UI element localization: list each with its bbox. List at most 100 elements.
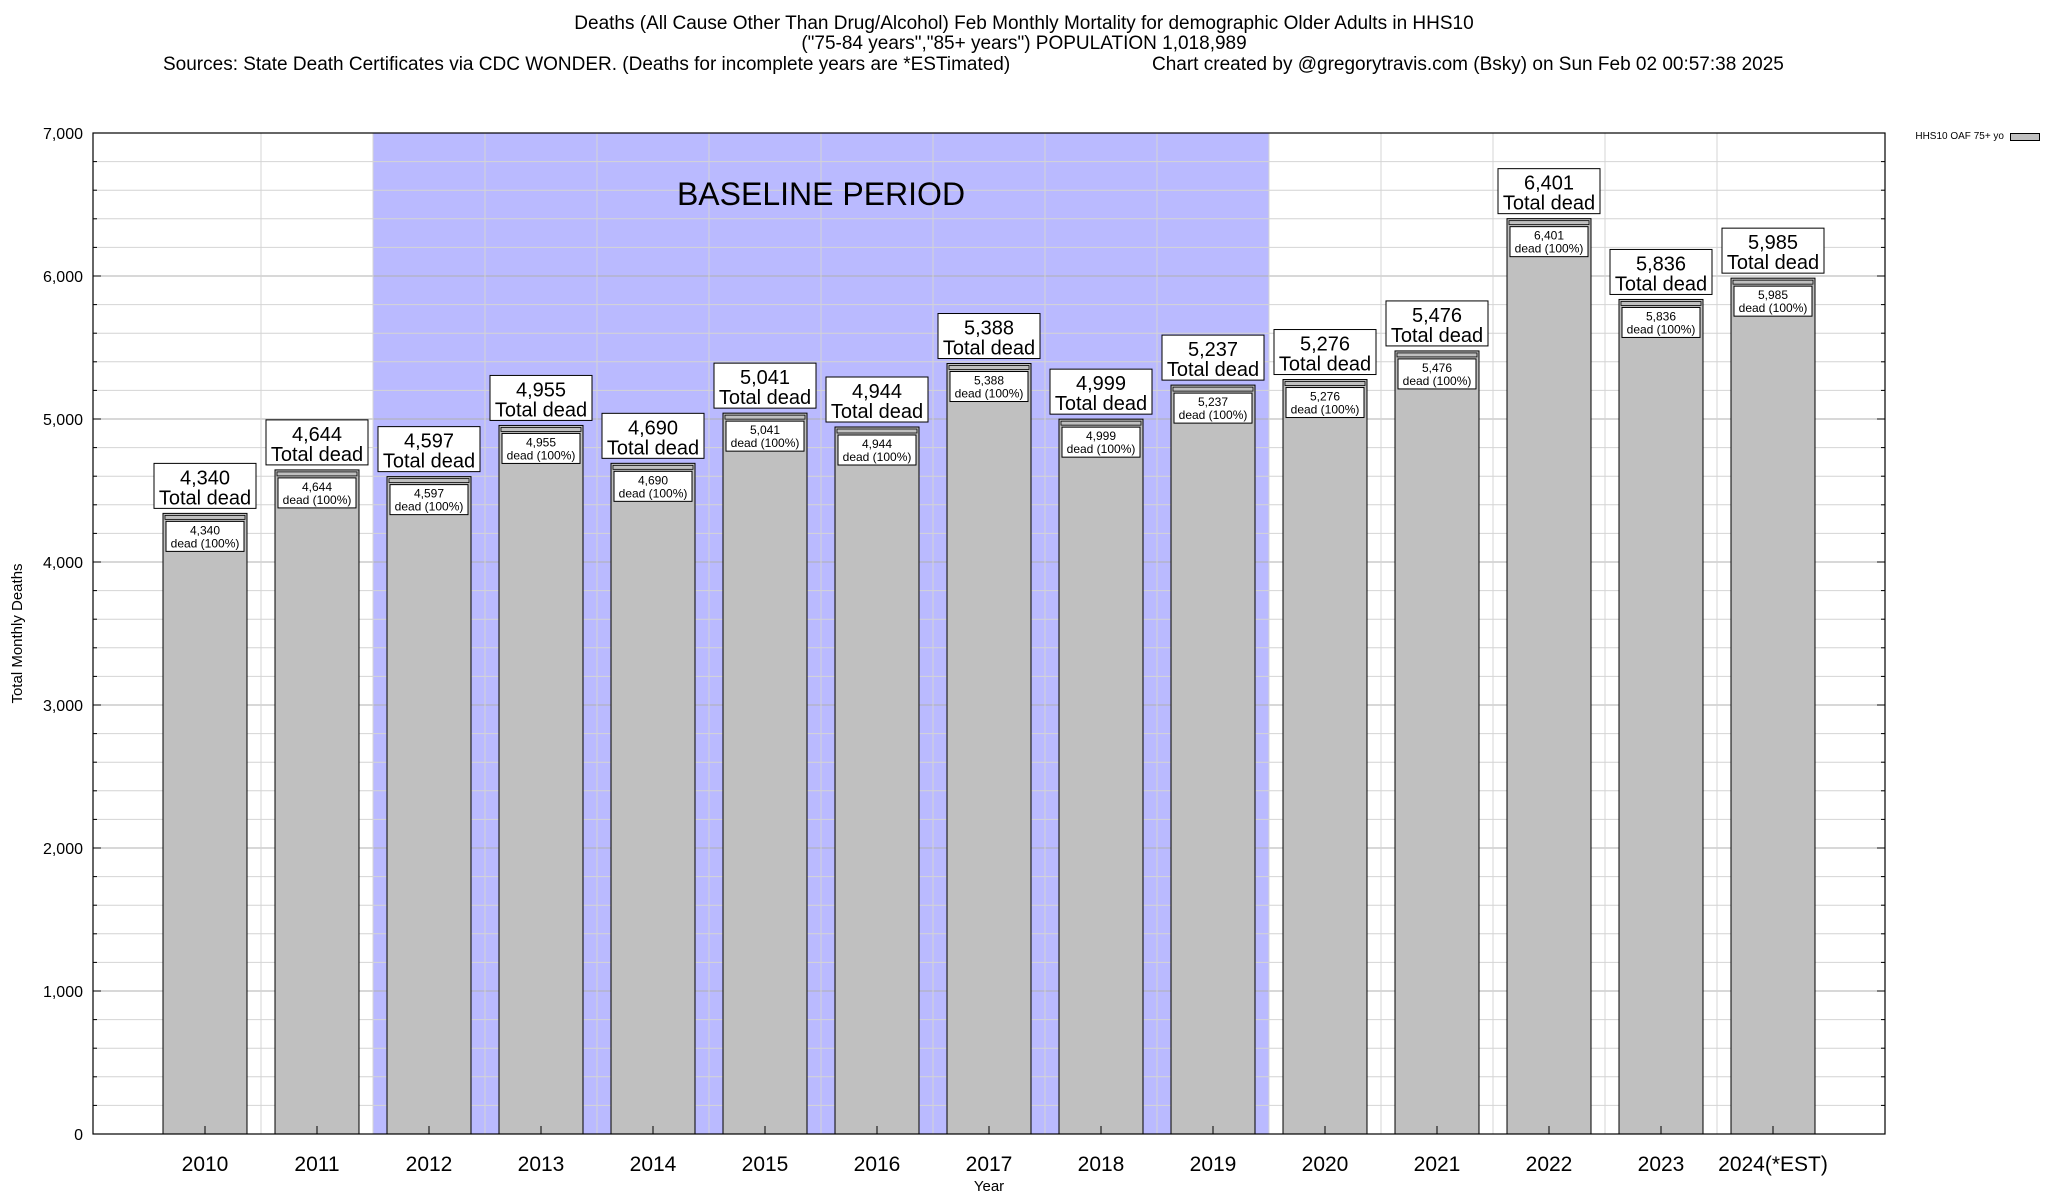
inner-label-box bbox=[1173, 392, 1253, 424]
total-dead-label: Total dead bbox=[1391, 325, 1483, 347]
bar bbox=[1170, 384, 1256, 1135]
total-label-box bbox=[1609, 248, 1713, 295]
total-label-box bbox=[153, 462, 257, 509]
inner-value-label: 4,955 bbox=[526, 435, 556, 449]
inner-value-label: 5,985 bbox=[1758, 288, 1788, 302]
inner-percent-label: dead (100%) bbox=[1739, 301, 1808, 315]
bar bbox=[722, 412, 808, 1135]
bar bbox=[946, 363, 1032, 1135]
x-tick-label: 2015 bbox=[742, 1153, 789, 1176]
inner-value-label: 5,476 bbox=[1422, 361, 1452, 375]
bar-top-band bbox=[1620, 301, 1702, 306]
y-tick-label: 4,000 bbox=[43, 555, 83, 572]
bar bbox=[274, 469, 360, 1135]
bar bbox=[1394, 350, 1480, 1135]
inner-value-label: 5,237 bbox=[1198, 395, 1228, 409]
total-value-label: 5,985 bbox=[1748, 232, 1798, 254]
inner-percent-label: dead (100%) bbox=[1179, 408, 1248, 422]
chart-subtitle: ("75-84 years","85+ years") POPULATION 1… bbox=[801, 33, 1247, 54]
total-dead-label: Total dead bbox=[1279, 354, 1371, 376]
x-tick-label: 2024(*EST) bbox=[1718, 1153, 1828, 1176]
inner-label-box bbox=[1733, 285, 1813, 317]
total-value-label: 4,944 bbox=[852, 381, 902, 403]
bar bbox=[1730, 277, 1816, 1135]
y-tick-label: 5,000 bbox=[43, 412, 83, 429]
bar bbox=[1506, 218, 1592, 1135]
x-tick-label: 2022 bbox=[1526, 1153, 1573, 1176]
y-tick-label: 0 bbox=[74, 1127, 83, 1144]
inner-label-box bbox=[277, 477, 357, 509]
inner-percent-label: dead (100%) bbox=[171, 536, 240, 550]
bar-top-band bbox=[724, 414, 806, 420]
legend-swatch bbox=[2010, 132, 2040, 141]
total-dead-label: Total dead bbox=[495, 399, 587, 421]
chart-source: Sources: State Death Certificates via CD… bbox=[163, 54, 1011, 75]
total-label-box bbox=[377, 426, 481, 473]
inner-percent-label: dead (100%) bbox=[507, 448, 576, 462]
total-value-label: 5,836 bbox=[1636, 253, 1686, 275]
total-label-box bbox=[1385, 300, 1489, 347]
inner-label-box bbox=[1509, 226, 1589, 258]
total-dead-label: Total dead bbox=[1055, 393, 1147, 415]
total-value-label: 5,276 bbox=[1300, 334, 1350, 356]
inner-value-label: 6,401 bbox=[1534, 229, 1564, 243]
bar-top-band bbox=[388, 478, 470, 484]
total-label-box bbox=[265, 419, 369, 466]
x-tick-label: 2016 bbox=[854, 1153, 901, 1176]
bar-top-band bbox=[1060, 420, 1142, 426]
total-label-box bbox=[1721, 227, 1825, 274]
x-tick-label: 2010 bbox=[182, 1153, 229, 1176]
bar-top-band bbox=[948, 365, 1030, 370]
total-label-box bbox=[489, 374, 593, 421]
inner-label-box bbox=[1621, 306, 1701, 338]
total-dead-label: Total dead bbox=[271, 444, 363, 466]
legend-label: HHS10 OAF 75+ yo bbox=[1915, 131, 2004, 142]
total-label-box bbox=[1273, 329, 1377, 376]
y-tick-label: 1,000 bbox=[43, 984, 83, 1001]
chart-credit: Chart created by @gregorytravis.com (Bsk… bbox=[1152, 54, 1784, 75]
inner-percent-label: dead (100%) bbox=[283, 493, 352, 507]
inner-percent-label: dead (100%) bbox=[1515, 242, 1584, 256]
bar-top-band bbox=[500, 427, 582, 432]
bar bbox=[834, 426, 920, 1135]
total-dead-label: Total dead bbox=[719, 387, 811, 409]
x-tick-label: 2013 bbox=[518, 1153, 565, 1176]
inner-value-label: 4,999 bbox=[1086, 429, 1116, 443]
y-tick-label: 3,000 bbox=[43, 698, 83, 715]
total-label-box bbox=[825, 376, 929, 423]
inner-percent-label: dead (100%) bbox=[619, 486, 688, 500]
total-value-label: 4,644 bbox=[292, 424, 342, 446]
inner-value-label: 5,276 bbox=[1310, 390, 1340, 404]
total-dead-label: Total dead bbox=[383, 451, 475, 473]
bar bbox=[1058, 418, 1144, 1135]
total-value-label: 5,388 bbox=[964, 318, 1014, 340]
total-dead-label: Total dead bbox=[831, 401, 923, 423]
total-dead-label: Total dead bbox=[1727, 252, 1819, 274]
total-value-label: 5,237 bbox=[1188, 339, 1238, 361]
bar-top-band bbox=[276, 471, 358, 477]
bar bbox=[498, 424, 584, 1135]
inner-label-box bbox=[949, 371, 1029, 403]
chart-title: Deaths (All Cause Other Than Drug/Alcoho… bbox=[574, 13, 1474, 34]
inner-value-label: 4,597 bbox=[414, 487, 444, 501]
total-value-label: 4,597 bbox=[404, 431, 454, 453]
total-label-box bbox=[1497, 168, 1601, 215]
total-value-label: 6,401 bbox=[1524, 173, 1574, 195]
total-dead-label: Total dead bbox=[1167, 359, 1259, 381]
inner-label-box bbox=[389, 484, 469, 516]
inner-label-box bbox=[725, 420, 805, 452]
total-value-label: 5,041 bbox=[740, 367, 790, 389]
total-label-box bbox=[1161, 334, 1265, 381]
inner-label-box bbox=[165, 520, 245, 552]
y-axis-title: Total Monthly Deaths bbox=[9, 563, 26, 703]
inner-percent-label: dead (100%) bbox=[395, 500, 464, 514]
bar bbox=[1618, 298, 1704, 1135]
inner-label-box bbox=[837, 434, 917, 466]
bar-top-band bbox=[1396, 352, 1478, 358]
total-value-label: 4,690 bbox=[628, 417, 678, 439]
bar-top-band bbox=[1284, 381, 1366, 386]
x-tick-label: 2017 bbox=[966, 1153, 1013, 1176]
y-tick-label: 7,000 bbox=[43, 126, 83, 143]
inner-value-label: 5,836 bbox=[1646, 309, 1676, 323]
total-value-label: 4,999 bbox=[1076, 373, 1126, 395]
